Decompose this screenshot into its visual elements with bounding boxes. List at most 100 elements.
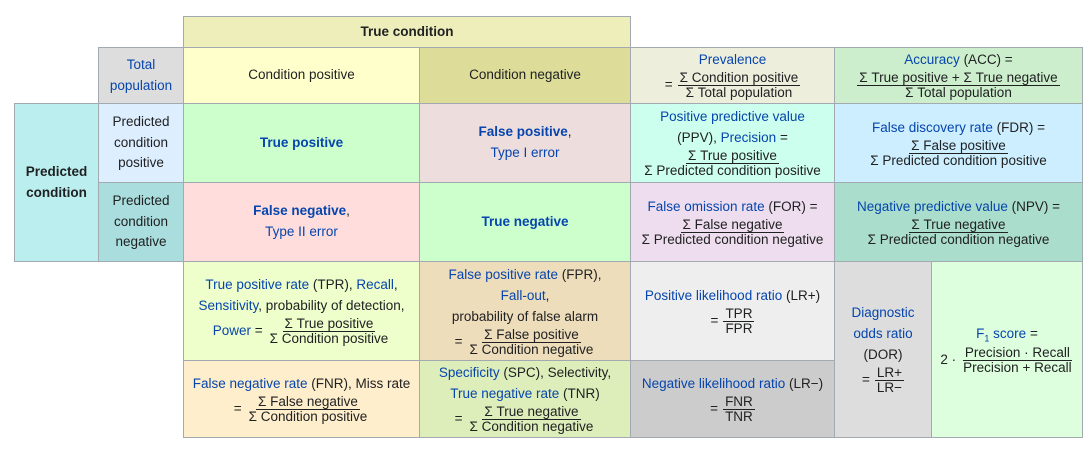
predicted-negative-cell: Predicted condition negative [98,182,184,262]
fpr-numerator: Σ False positive [482,326,581,343]
ppv-abbr: (PPV), [677,130,721,146]
lrn-denominator: TNR [725,408,753,424]
f1-eq: = [1026,325,1038,341]
lrn-numerator: FNR [723,393,755,410]
fpr-eq: = [454,333,463,349]
lrn-link[interactable]: Negative likelihood ratio [641,375,786,391]
fallout-link[interactable]: Fall-out [500,287,546,303]
fdr-fraction: Σ False positive Σ Predicted condition p… [868,137,1048,168]
accuracy-abbr: (ACC) = [959,52,1013,68]
dor-eq: = [861,372,870,388]
true-negative-cell: True negative [419,182,631,262]
fpr-fraction: Σ False positive Σ Condition negative [467,326,595,357]
fdr-numerator: Σ False positive [909,137,1008,154]
for-cell: False omission rate (FOR) = Σ False nega… [630,182,835,262]
type-i-error-link[interactable]: Type I error [490,145,560,160]
power-link[interactable]: Power [212,323,251,339]
precision-link[interactable]: Precision [720,130,777,146]
prevalence-link[interactable]: Prevalence [698,52,767,68]
fdr-denominator: Σ Predicted condition positive [870,152,1047,168]
f1-letter: F [976,325,985,341]
f1-fraction: Precision · Recall Precision + Recall [961,345,1073,376]
false-negative-comma: , [346,203,350,219]
for-link[interactable]: False omission rate [647,198,765,214]
specificity-link[interactable]: Specificity [438,365,500,381]
fpr-comma: , [545,287,550,303]
ppv-eq: = [776,130,788,146]
tnr-link[interactable]: True negative rate [450,386,560,402]
fnr-link[interactable]: False negative rate [192,375,308,391]
false-positive-link[interactable]: False positive [478,124,568,140]
fnr-numerator: Σ False negative [255,393,360,410]
accuracy-link[interactable]: Accuracy [904,52,960,68]
f1-cell: F1 score = 2 · Precision · Recall Precis… [931,261,1083,438]
condition-negative-cell: Condition negative [419,47,631,104]
dor-line2[interactable]: odds ratio [853,326,913,342]
tpr-link[interactable]: True positive rate [205,277,310,293]
tnr-abbr2: (TNR) [559,386,600,402]
tnr-denominator: Σ Condition negative [469,419,594,435]
condition-positive-cell: Condition positive [183,47,420,104]
fnr-eq: = [233,400,242,416]
for-denominator: Σ Predicted condition negative [641,231,824,247]
tnr-eq: = [454,411,463,427]
fnr-abbr: (FNR), Miss rate [307,375,411,391]
true-negative-link[interactable]: True negative [481,213,569,229]
true-positive-link[interactable]: True positive [259,134,344,150]
prevalence-eq: = [664,77,673,93]
f1-numerator: Precision · Recall [962,345,1072,362]
npv-numerator: Σ True negative [909,216,1008,233]
npv-cell: Negative predictive value (NPV) = Σ True… [834,182,1083,262]
false-positive-cell: False positive, Type I error [419,103,631,183]
fdr-cell: False discovery rate (FDR) = Σ False pos… [834,103,1083,183]
tpr-fraction: Σ True positive Σ Condition positive [268,317,391,347]
fpr-denominator: Σ Condition negative [469,341,594,357]
predicted-positive-line3: positive [118,155,164,171]
fpr-rest: probability of false alarm [451,308,599,324]
npv-link[interactable]: Negative predictive value [857,198,1008,214]
predicted-negative-line3: negative [115,234,167,250]
ppv-link[interactable]: Positive predictive value [660,109,805,125]
predicted-negative-line1: Predicted [112,192,170,208]
prevalence-denominator: Σ Total population [685,85,793,101]
tpr-cell: True positive rate (TPR), Recall, Sensit… [183,261,420,361]
lrp-link[interactable]: Positive likelihood ratio [644,287,783,303]
tpr-eq: = [250,323,263,339]
f1-label2: score [989,325,1027,341]
f1-link[interactable]: F1 score [976,325,1027,344]
total-population-line1[interactable]: Total [126,56,156,72]
sensitivity-link[interactable]: Sensitivity [198,298,259,314]
predicted-positive-line1: Predicted [112,113,170,129]
fpr-link[interactable]: False positive rate [448,266,559,282]
f1-denominator: Precision + Recall [963,360,1072,376]
predicted-condition-header: Predicted condition [14,103,99,262]
for-fraction: Σ False negative Σ Predicted condition n… [640,216,826,247]
dor-line1[interactable]: Diagnostic [851,305,915,321]
tpr-comma: , [393,277,398,293]
type-ii-error-link[interactable]: Type II error [265,224,338,239]
lrp-numerator: TPR [723,305,755,322]
for-numerator: Σ False negative [680,216,785,233]
fdr-link[interactable]: False discovery rate [872,119,993,135]
accuracy-numerator: Σ True positive + Σ True negative [857,70,1060,87]
false-negative-link[interactable]: False negative [253,203,347,219]
dor-numerator: LR+ [874,365,905,382]
tnr-cell: Specificity (SPC), Selectivity, True neg… [419,360,631,438]
lrn-abbr: (LR−) [785,375,824,391]
total-population-line2[interactable]: population [109,77,173,93]
accuracy-fraction: Σ True positive + Σ True negative Σ Tota… [857,70,1060,101]
fpr-cell: False positive rate (FPR), Fall-out, pro… [419,261,631,361]
prevalence-numerator: Σ Condition positive [677,70,801,87]
dor-denominator: LR− [876,380,903,396]
ppv-cell: Positive predictive value (PPV), Precisi… [630,103,835,183]
true-condition-label: True condition [360,23,454,39]
true-condition-header: True condition [183,16,631,48]
accuracy-denominator: Σ Total population [905,85,1012,101]
lrn-cell: Negative likelihood ratio (LR−) = FNR TN… [630,360,835,438]
recall-link[interactable]: Recall [356,277,394,293]
dor-fraction: LR+ LR− [874,365,905,396]
false-negative-cell: False negative, Type II error [183,182,420,262]
fpr-abbr: (FPR), [558,266,602,282]
lrp-denominator: FPR [725,320,753,336]
prevalence-fraction: Σ Condition positive Σ Total population [677,70,801,101]
